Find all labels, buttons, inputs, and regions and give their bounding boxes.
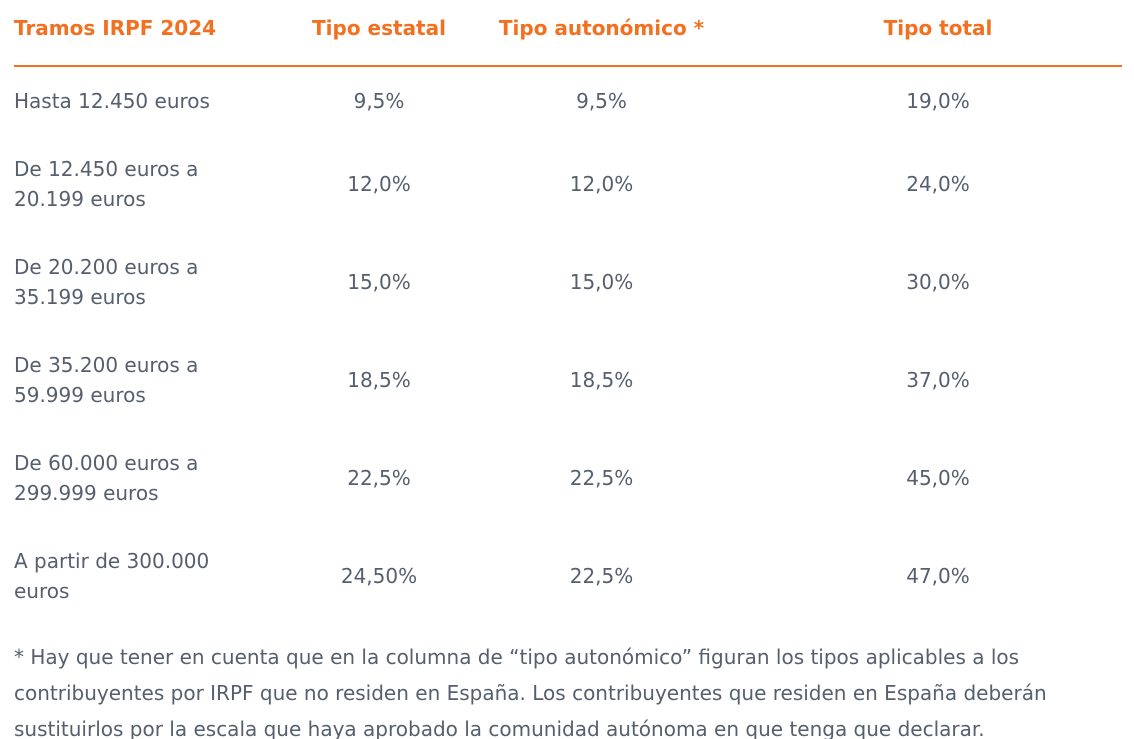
cell-tipo-autonomico: 15,0% [569,270,634,294]
table-row: De 20.200 euros a 35.199 euros 15,0% 15,… [14,233,1122,331]
cell-tramo: De 35.200 euros a 59.999 euros [14,353,199,407]
cell-tipo-estatal: 15,0% [347,270,411,294]
cell-tipo-total: 47,0% [906,564,970,588]
cell-tipo-estatal: 22,5% [347,466,411,490]
cell-tipo-autonomico: 18,5% [569,368,634,392]
table-row: A partir de 300.000 euros 24,50% 22,5% 4… [14,527,1122,625]
table-header-row: Tramos IRPF 2024 Tipo estatal Tipo auton… [14,8,1122,67]
cell-tramo: De 12.450 euros a 20.199 euros [14,157,199,211]
cell-tramo: De 20.200 euros a 35.199 euros [14,255,199,309]
cell-tipo-estatal: 18,5% [347,368,411,392]
cell-tipo-total: 19,0% [906,89,970,113]
cell-tipo-estatal: 24,50% [340,564,418,588]
cell-tramo: A partir de 300.000 euros [14,549,210,603]
cell-tipo-autonomico: 22,5% [569,564,634,588]
table-row: Hasta 12.450 euros 9,5% 9,5% 19,0% [14,66,1122,135]
column-header-tipo-estatal: Tipo estatal [309,8,449,67]
cell-tipo-estatal: 12,0% [347,172,411,196]
cell-tipo-autonomico: 12,0% [569,172,634,196]
autonomico-footnote: * Hay que tener en cuenta que en la colu… [14,645,1047,739]
cell-tipo-autonomico: 9,5% [576,89,627,113]
cell-tramo: Hasta 12.450 euros [14,89,210,113]
cell-tipo-total: 45,0% [906,466,970,490]
column-header-tramos: Tramos IRPF 2024 [14,8,309,67]
table-row: De 60.000 euros a 299.999 euros 22,5% 22… [14,429,1122,527]
column-header-tipo-total: Tipo total [754,8,1122,67]
cell-tipo-autonomico: 22,5% [569,466,634,490]
cell-tipo-total: 37,0% [906,368,970,392]
irpf-brackets-table: Tramos IRPF 2024 Tipo estatal Tipo auton… [14,8,1122,625]
column-header-tipo-autonomico: Tipo autonómico * [449,8,754,67]
cell-tramo: De 60.000 euros a 299.999 euros [14,451,199,505]
cell-tipo-total: 30,0% [906,270,970,294]
table-row: De 35.200 euros a 59.999 euros 18,5% 18,… [14,331,1122,429]
table-row: De 12.450 euros a 20.199 euros 12,0% 12,… [14,135,1122,233]
cell-tipo-total: 24,0% [906,172,970,196]
cell-tipo-estatal: 9,5% [353,89,405,113]
